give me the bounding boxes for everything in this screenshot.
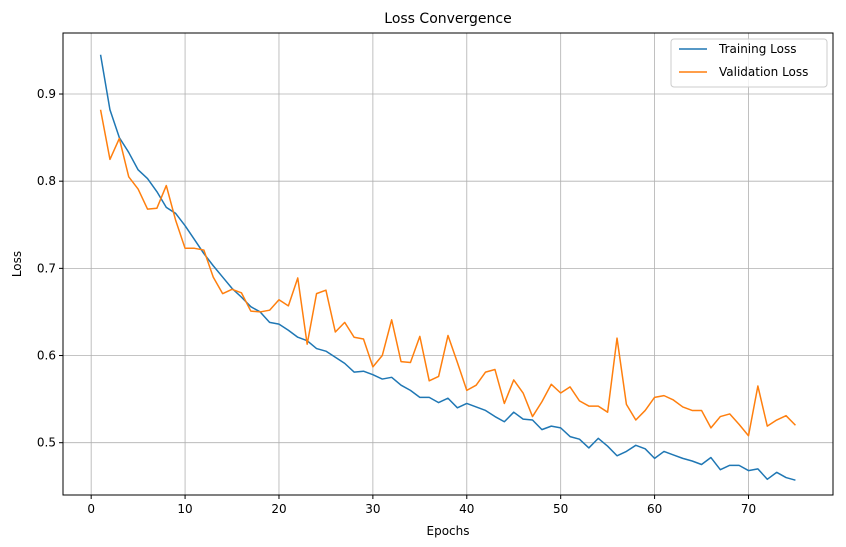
grid-lines — [63, 33, 833, 495]
y-tick-label: 0.6 — [37, 349, 56, 363]
legend: Training Loss Validation Loss — [670, 38, 828, 88]
y-tick-label: 0.5 — [37, 436, 56, 450]
x-axis-label: Epochs — [427, 524, 470, 538]
x-tick-label: 60 — [647, 502, 662, 516]
y-tick-label: 0.8 — [37, 174, 56, 188]
legend-label-validation: Validation Loss — [719, 65, 808, 79]
plot-frame — [62, 32, 834, 496]
y-tick-label: 0.7 — [37, 261, 56, 275]
legend-label-training: Training Loss — [718, 42, 796, 56]
legend-box — [670, 38, 828, 88]
training-loss-line — [99, 54, 796, 481]
x-tick-label: 50 — [553, 502, 568, 516]
y-axis-label: Loss — [10, 251, 24, 277]
series-lines — [99, 54, 796, 481]
x-tick-label: 0 — [87, 502, 95, 516]
validation-loss-line — [99, 109, 796, 437]
chart-title: Loss Convergence — [384, 11, 511, 27]
y-tick-label: 0.9 — [37, 87, 56, 101]
x-tick-label: 70 — [741, 502, 756, 516]
x-tick-label: 40 — [459, 502, 474, 516]
x-tick-label: 30 — [365, 502, 380, 516]
x-tick-label: 20 — [271, 502, 286, 516]
x-tick-label: 10 — [177, 502, 192, 516]
axis-ticks: 0 10 20 30 40 50 60 70 0.5 0.6 0.7 0.8 0.9 — [37, 87, 756, 516]
